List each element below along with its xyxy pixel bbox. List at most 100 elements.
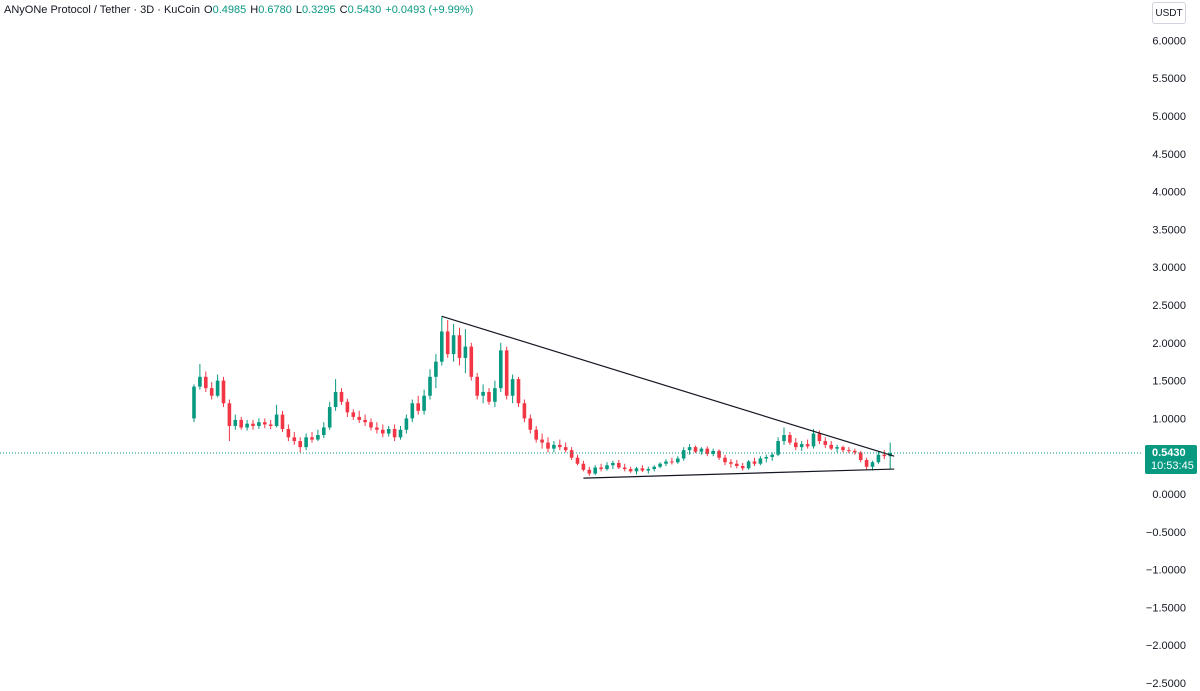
candle-body (823, 441, 828, 445)
candle (263, 418, 267, 429)
candle-body (829, 444, 833, 449)
candle-body (487, 391, 491, 402)
ohlc-change: +0.0493 (+9.99%) (385, 4, 474, 16)
candle-body (599, 467, 603, 470)
candle (475, 373, 479, 400)
candle-body (593, 467, 597, 474)
currency-button[interactable]: USDT (1152, 2, 1186, 24)
candle (823, 437, 828, 448)
candle-body (369, 422, 373, 428)
candle (457, 327, 462, 366)
y-tick-label: 2.5000 (1152, 300, 1186, 312)
candle (445, 320, 450, 358)
candle-body (304, 437, 308, 448)
candle (746, 459, 751, 470)
candle-body (381, 429, 385, 434)
candle (658, 462, 662, 469)
candle (711, 448, 715, 457)
candle (233, 414, 238, 430)
candle-body (463, 346, 468, 358)
candle (257, 418, 261, 429)
candle-countdown: 10:53:45 (1151, 460, 1194, 472)
candle (752, 457, 757, 467)
y-tick-label: 3.0000 (1152, 262, 1186, 274)
candle (841, 445, 845, 453)
trendline-lower[interactable] (583, 468, 895, 479)
candle-body (286, 428, 291, 438)
candle-body (327, 407, 332, 428)
candle (274, 404, 279, 428)
candle-body (746, 461, 751, 469)
candle-body (587, 469, 592, 474)
candle-body (457, 335, 462, 358)
candle (516, 376, 521, 408)
candle-body (386, 428, 391, 434)
candle (404, 414, 409, 434)
candle-body (493, 388, 497, 402)
candle-body (310, 437, 314, 440)
candle (558, 439, 562, 451)
candle (198, 363, 202, 390)
candle-body (770, 454, 774, 457)
candle-body (233, 419, 238, 426)
y-tick-label: 1.0000 (1152, 413, 1186, 425)
trendlines[interactable] (441, 315, 895, 479)
candle-body (611, 463, 615, 466)
candle-body (817, 433, 822, 442)
candle (847, 447, 851, 454)
candle (192, 384, 196, 423)
price-axis[interactable]: 6.0000 5.5000 5.0000 4.5000 4.0000 3.5000 3.00… (1146, 35, 1186, 690)
candle-body (670, 461, 674, 463)
y-tick-label: 1.5000 (1152, 376, 1186, 388)
candle (811, 428, 816, 449)
ohlc-low: L 0.3295 (295, 4, 336, 16)
candle (351, 409, 356, 420)
candle (864, 457, 869, 470)
candle (333, 379, 338, 411)
candle-body (729, 462, 733, 464)
candle-body (764, 456, 769, 459)
candle-body (416, 403, 420, 411)
symbol-title[interactable]: ANyONe Protocol / Tether · 3D · KuCoin (4, 4, 201, 16)
candle-body (263, 422, 267, 425)
candle-body (652, 466, 656, 470)
candle-body (398, 429, 403, 438)
candle (640, 465, 645, 473)
candle-body (558, 444, 562, 448)
candle-body (788, 435, 792, 443)
candle (369, 418, 373, 431)
candle (339, 388, 344, 405)
candle (504, 346, 509, 400)
trendline-upper[interactable] (441, 315, 895, 457)
candle-body (805, 444, 810, 447)
candle-body (404, 418, 409, 430)
candle-body (640, 468, 645, 471)
candle (434, 354, 438, 389)
candle-body (752, 461, 757, 464)
candle-body (375, 427, 379, 430)
candle (345, 398, 350, 417)
candle (422, 389, 426, 415)
candle (740, 463, 745, 471)
candle (398, 425, 403, 440)
candle-body (687, 447, 692, 451)
candle-body (316, 435, 320, 440)
candle-body (811, 433, 816, 447)
candle (882, 450, 887, 460)
candle-body (257, 422, 261, 426)
candle (794, 438, 798, 451)
candle-body (628, 469, 633, 472)
candle-body (280, 414, 285, 429)
candle (552, 441, 556, 453)
candle-body (735, 463, 739, 467)
candle-body (882, 454, 887, 457)
candle (805, 439, 810, 449)
candle (628, 466, 633, 473)
candle-body (870, 462, 875, 467)
candle-body (853, 450, 857, 453)
candle (853, 448, 857, 455)
candle-body (835, 447, 839, 449)
candle (705, 446, 710, 457)
